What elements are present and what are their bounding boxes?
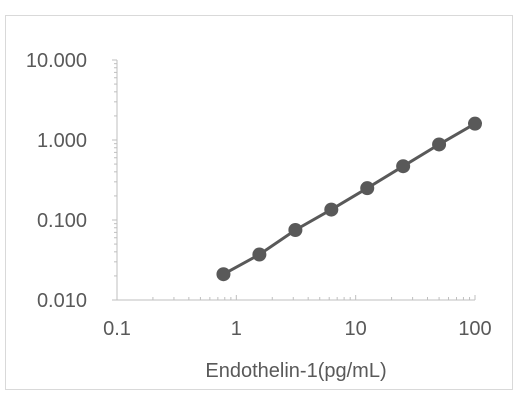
data-point <box>468 116 482 131</box>
y-axis-ticks: 0.010 0.100 1.000 10.000 <box>26 50 117 312</box>
data-point <box>252 247 267 262</box>
y-tick-label: 0.010 <box>37 290 87 312</box>
y-tick-label: 1.000 <box>37 130 87 152</box>
y-tick-label: 0.100 <box>37 210 87 232</box>
plot-area <box>216 116 482 282</box>
x-axis-label: Endothelin-1(pg/mL) <box>205 360 386 382</box>
x-tick-label: 1 <box>231 318 242 340</box>
x-tick-label: 0.1 <box>103 318 131 340</box>
data-point <box>396 159 411 174</box>
data-point <box>288 222 303 237</box>
chart-frame <box>5 15 513 390</box>
x-tick-label: 100 <box>458 318 491 340</box>
x-axis-ticks: 0.1 1 10 100 <box>103 295 492 340</box>
data-point <box>360 181 375 196</box>
data-point <box>324 202 339 217</box>
data-point <box>432 137 447 152</box>
y-tick-label: 10.000 <box>26 50 87 72</box>
data-point <box>216 267 231 282</box>
minor-ticks <box>114 63 471 300</box>
x-tick-label: 10 <box>345 318 367 340</box>
